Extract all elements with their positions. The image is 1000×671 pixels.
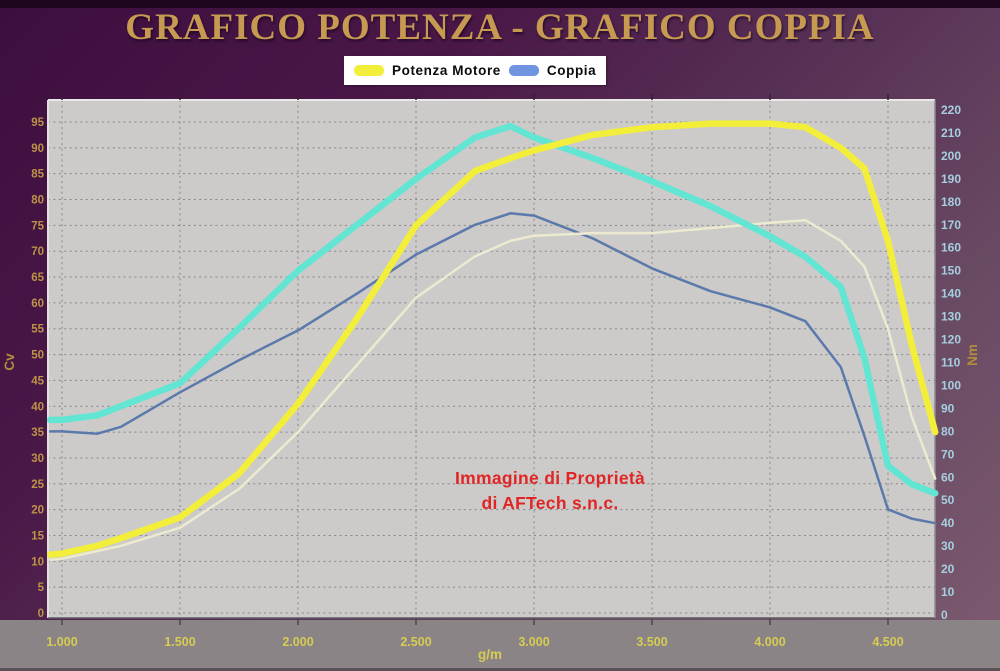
svg-text:10: 10 [941, 585, 955, 599]
svg-text:70: 70 [941, 447, 955, 461]
svg-text:80: 80 [941, 424, 955, 438]
svg-text:25: 25 [31, 479, 44, 491]
svg-text:55: 55 [31, 324, 44, 336]
svg-text:210: 210 [941, 126, 961, 140]
legend-swatch-potenza [354, 65, 384, 76]
bottom-border-bar [0, 668, 1000, 671]
watermark: Immagine di Proprietà di AFTech s.n.c. [455, 466, 645, 516]
svg-text:190: 190 [941, 172, 961, 186]
series-unlabeled-thin-blue-curve [48, 212, 937, 525]
svg-text:90: 90 [31, 143, 44, 155]
svg-text:220: 220 [941, 103, 961, 117]
series-unlabeled-thin-pale-curve [48, 218, 937, 562]
svg-text:3.000: 3.000 [518, 635, 549, 649]
svg-text:35: 35 [31, 427, 44, 439]
svg-text:75: 75 [31, 220, 44, 232]
svg-text:130: 130 [941, 310, 961, 324]
page-title: GRAFICO POTENZA - GRAFICO COPPIA [125, 7, 875, 48]
x-axis-title: g/m [478, 647, 502, 662]
svg-text:50: 50 [941, 493, 955, 507]
svg-text:95: 95 [31, 117, 44, 129]
svg-text:80: 80 [31, 195, 44, 207]
x-axis-band [0, 620, 1000, 671]
axis-tick-marks [61, 94, 889, 625]
svg-text:4.000: 4.000 [754, 635, 785, 649]
y-left-tick-labels: 0 5 10 15 20 25 30 35 40 45 50 55 60 65 70 75 80 85 90 95 [31, 117, 44, 620]
svg-text:50: 50 [31, 350, 44, 362]
svg-text:150: 150 [941, 264, 961, 278]
y-left-axis-title: Cv [2, 353, 17, 371]
svg-text:30: 30 [31, 453, 44, 465]
plot-area [48, 100, 935, 618]
svg-text:100: 100 [941, 378, 961, 392]
svg-text:160: 160 [941, 241, 961, 255]
x-tick-labels: 1.000 1.500 2.000 2.500 3.000 3.500 4.000 4.500 [46, 635, 903, 649]
svg-text:85: 85 [31, 169, 44, 181]
y-right-axis-title: Nm [965, 344, 980, 366]
series-coppia [46, 122, 939, 497]
svg-text:20: 20 [941, 562, 955, 576]
svg-text:40: 40 [31, 401, 44, 413]
svg-text:4.500: 4.500 [872, 635, 903, 649]
svg-text:60: 60 [941, 470, 955, 484]
svg-text:65: 65 [31, 272, 44, 284]
legend-label-potenza: Potenza Motore [392, 63, 501, 78]
svg-text:2.000: 2.000 [282, 635, 313, 649]
watermark-line1: Immagine di Proprietà [454, 468, 646, 488]
svg-text:20: 20 [31, 505, 44, 517]
svg-text:1.500: 1.500 [164, 635, 195, 649]
svg-text:15: 15 [31, 530, 44, 542]
watermark-line2: di AFTech s.n.c. [481, 493, 619, 513]
svg-text:70: 70 [31, 246, 44, 258]
top-border-bar [0, 0, 1000, 8]
legend-label-coppia: Coppia [546, 63, 597, 78]
svg-text:2.500: 2.500 [400, 635, 431, 649]
svg-text:200: 200 [941, 149, 961, 163]
svg-text:10: 10 [31, 556, 44, 568]
svg-text:170: 170 [941, 218, 961, 232]
chart-legend: Potenza Motore Coppia [344, 56, 607, 85]
svg-text:60: 60 [31, 298, 44, 310]
svg-text:3.500: 3.500 [636, 635, 667, 649]
plot-border [47, 99, 936, 619]
svg-text:5: 5 [38, 582, 45, 594]
svg-text:140: 140 [941, 287, 961, 301]
series-potenza-motore [46, 120, 939, 558]
legend-swatch-coppia [508, 65, 539, 76]
svg-text:1.000: 1.000 [46, 635, 77, 649]
svg-text:45: 45 [31, 375, 44, 387]
svg-text:90: 90 [941, 401, 955, 415]
svg-text:0: 0 [941, 608, 948, 622]
gridlines [48, 100, 935, 618]
axis-titles: Cv Nm g/m [2, 344, 980, 662]
y-right-tick-labels: 0 10 20 30 40 50 60 70 80 90 100 110 120 130 140 150 160… [941, 103, 961, 622]
svg-text:30: 30 [941, 539, 955, 553]
svg-text:120: 120 [941, 333, 961, 347]
svg-text:180: 180 [941, 195, 961, 209]
svg-text:110: 110 [941, 356, 961, 370]
svg-text:0: 0 [38, 608, 44, 620]
svg-text:40: 40 [941, 516, 955, 530]
